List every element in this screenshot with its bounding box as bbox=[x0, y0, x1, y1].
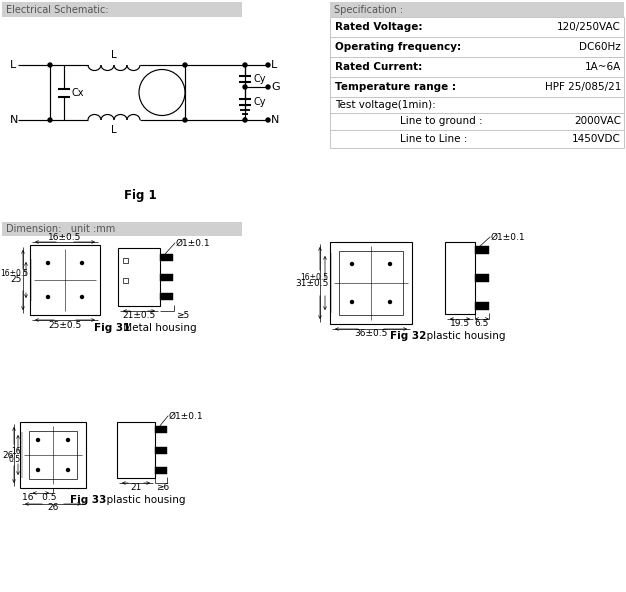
Text: L: L bbox=[111, 125, 117, 135]
Text: 1A~6A: 1A~6A bbox=[585, 62, 621, 72]
Text: Metal housing: Metal housing bbox=[120, 323, 197, 333]
Circle shape bbox=[46, 295, 49, 298]
Circle shape bbox=[66, 468, 69, 471]
Text: N: N bbox=[10, 115, 18, 125]
Text: 21±0.5: 21±0.5 bbox=[122, 311, 156, 320]
FancyBboxPatch shape bbox=[155, 446, 167, 453]
Circle shape bbox=[243, 85, 247, 89]
Text: L: L bbox=[271, 60, 277, 70]
Text: 1450VDC: 1450VDC bbox=[572, 134, 621, 144]
FancyBboxPatch shape bbox=[2, 2, 242, 17]
Circle shape bbox=[243, 118, 247, 122]
Text: Rated Voltage:: Rated Voltage: bbox=[335, 22, 423, 32]
Text: Fig 32: Fig 32 bbox=[390, 331, 426, 341]
Text: 19.5: 19.5 bbox=[450, 320, 470, 329]
Text: 21: 21 bbox=[130, 484, 141, 493]
Circle shape bbox=[46, 262, 49, 265]
FancyBboxPatch shape bbox=[2, 222, 242, 236]
FancyBboxPatch shape bbox=[475, 246, 489, 254]
FancyBboxPatch shape bbox=[475, 274, 489, 282]
Text: L: L bbox=[111, 50, 117, 60]
FancyBboxPatch shape bbox=[475, 302, 489, 310]
Text: 120/250VAC: 120/250VAC bbox=[557, 22, 621, 32]
Text: Ø1±0.1: Ø1±0.1 bbox=[169, 411, 203, 420]
Text: plastic housing: plastic housing bbox=[100, 495, 185, 505]
Text: Fig 1: Fig 1 bbox=[124, 188, 156, 201]
Text: 26: 26 bbox=[48, 504, 59, 513]
Text: Rated Current:: Rated Current: bbox=[335, 62, 423, 72]
Text: Cx: Cx bbox=[72, 88, 85, 98]
Text: G: G bbox=[271, 82, 280, 92]
Circle shape bbox=[266, 85, 270, 89]
Text: Cy: Cy bbox=[253, 97, 265, 107]
Circle shape bbox=[81, 295, 83, 298]
Text: Temperature range :: Temperature range : bbox=[335, 82, 456, 92]
Text: Fig 31: Fig 31 bbox=[94, 323, 130, 333]
Text: 16±0.5: 16±0.5 bbox=[0, 269, 28, 278]
Text: 25: 25 bbox=[10, 275, 22, 285]
Text: Fig 33: Fig 33 bbox=[70, 495, 106, 505]
Text: 25±0.5: 25±0.5 bbox=[48, 320, 81, 330]
Circle shape bbox=[183, 63, 187, 67]
FancyBboxPatch shape bbox=[155, 467, 167, 474]
Circle shape bbox=[48, 63, 52, 67]
Circle shape bbox=[389, 262, 391, 265]
FancyBboxPatch shape bbox=[155, 426, 167, 433]
Text: Ø1±0.1: Ø1±0.1 bbox=[491, 233, 526, 242]
Text: 31±0.5: 31±0.5 bbox=[295, 278, 329, 288]
Text: 2000VAC: 2000VAC bbox=[574, 117, 621, 127]
Text: Dimension:   unit :mm: Dimension: unit :mm bbox=[6, 224, 115, 234]
Text: 26: 26 bbox=[3, 451, 14, 459]
Text: DC60Hz: DC60Hz bbox=[579, 42, 621, 52]
Text: 16: 16 bbox=[11, 446, 21, 455]
Text: Electrical Schematic:: Electrical Schematic: bbox=[6, 5, 109, 15]
Circle shape bbox=[36, 439, 39, 442]
Circle shape bbox=[351, 262, 354, 265]
Circle shape bbox=[183, 118, 187, 122]
Circle shape bbox=[36, 468, 39, 471]
Text: 6.5: 6.5 bbox=[475, 320, 489, 329]
Text: Specification :: Specification : bbox=[334, 5, 403, 15]
Text: L: L bbox=[10, 60, 16, 70]
Circle shape bbox=[243, 63, 247, 67]
Text: 0.5: 0.5 bbox=[9, 455, 21, 464]
FancyBboxPatch shape bbox=[160, 254, 173, 261]
Text: 16   0.5: 16 0.5 bbox=[22, 494, 56, 503]
Text: plastic housing: plastic housing bbox=[420, 331, 506, 341]
Text: ≥5: ≥5 bbox=[176, 311, 189, 320]
Text: Test voltage(1min):: Test voltage(1min): bbox=[335, 100, 436, 110]
Text: N: N bbox=[271, 115, 279, 125]
Circle shape bbox=[266, 118, 270, 122]
Circle shape bbox=[266, 63, 270, 67]
Text: 16±0.5: 16±0.5 bbox=[48, 233, 81, 242]
Text: Operating frequency:: Operating frequency: bbox=[335, 42, 461, 52]
Text: 36±0.5: 36±0.5 bbox=[354, 330, 387, 339]
Text: HPF 25/085/21: HPF 25/085/21 bbox=[545, 82, 621, 92]
FancyBboxPatch shape bbox=[160, 293, 173, 300]
Circle shape bbox=[48, 118, 52, 122]
Text: Line to ground :: Line to ground : bbox=[400, 117, 483, 127]
Text: ≥6: ≥6 bbox=[156, 484, 169, 493]
Circle shape bbox=[81, 262, 83, 265]
Text: Line to Line :: Line to Line : bbox=[400, 134, 468, 144]
FancyBboxPatch shape bbox=[330, 2, 624, 17]
Circle shape bbox=[66, 439, 69, 442]
Text: Cy: Cy bbox=[253, 74, 265, 84]
Circle shape bbox=[389, 301, 391, 304]
Text: 16±0.5: 16±0.5 bbox=[300, 272, 328, 282]
FancyBboxPatch shape bbox=[160, 274, 173, 281]
Circle shape bbox=[351, 301, 354, 304]
Text: Ø1±0.1: Ø1±0.1 bbox=[176, 239, 210, 247]
